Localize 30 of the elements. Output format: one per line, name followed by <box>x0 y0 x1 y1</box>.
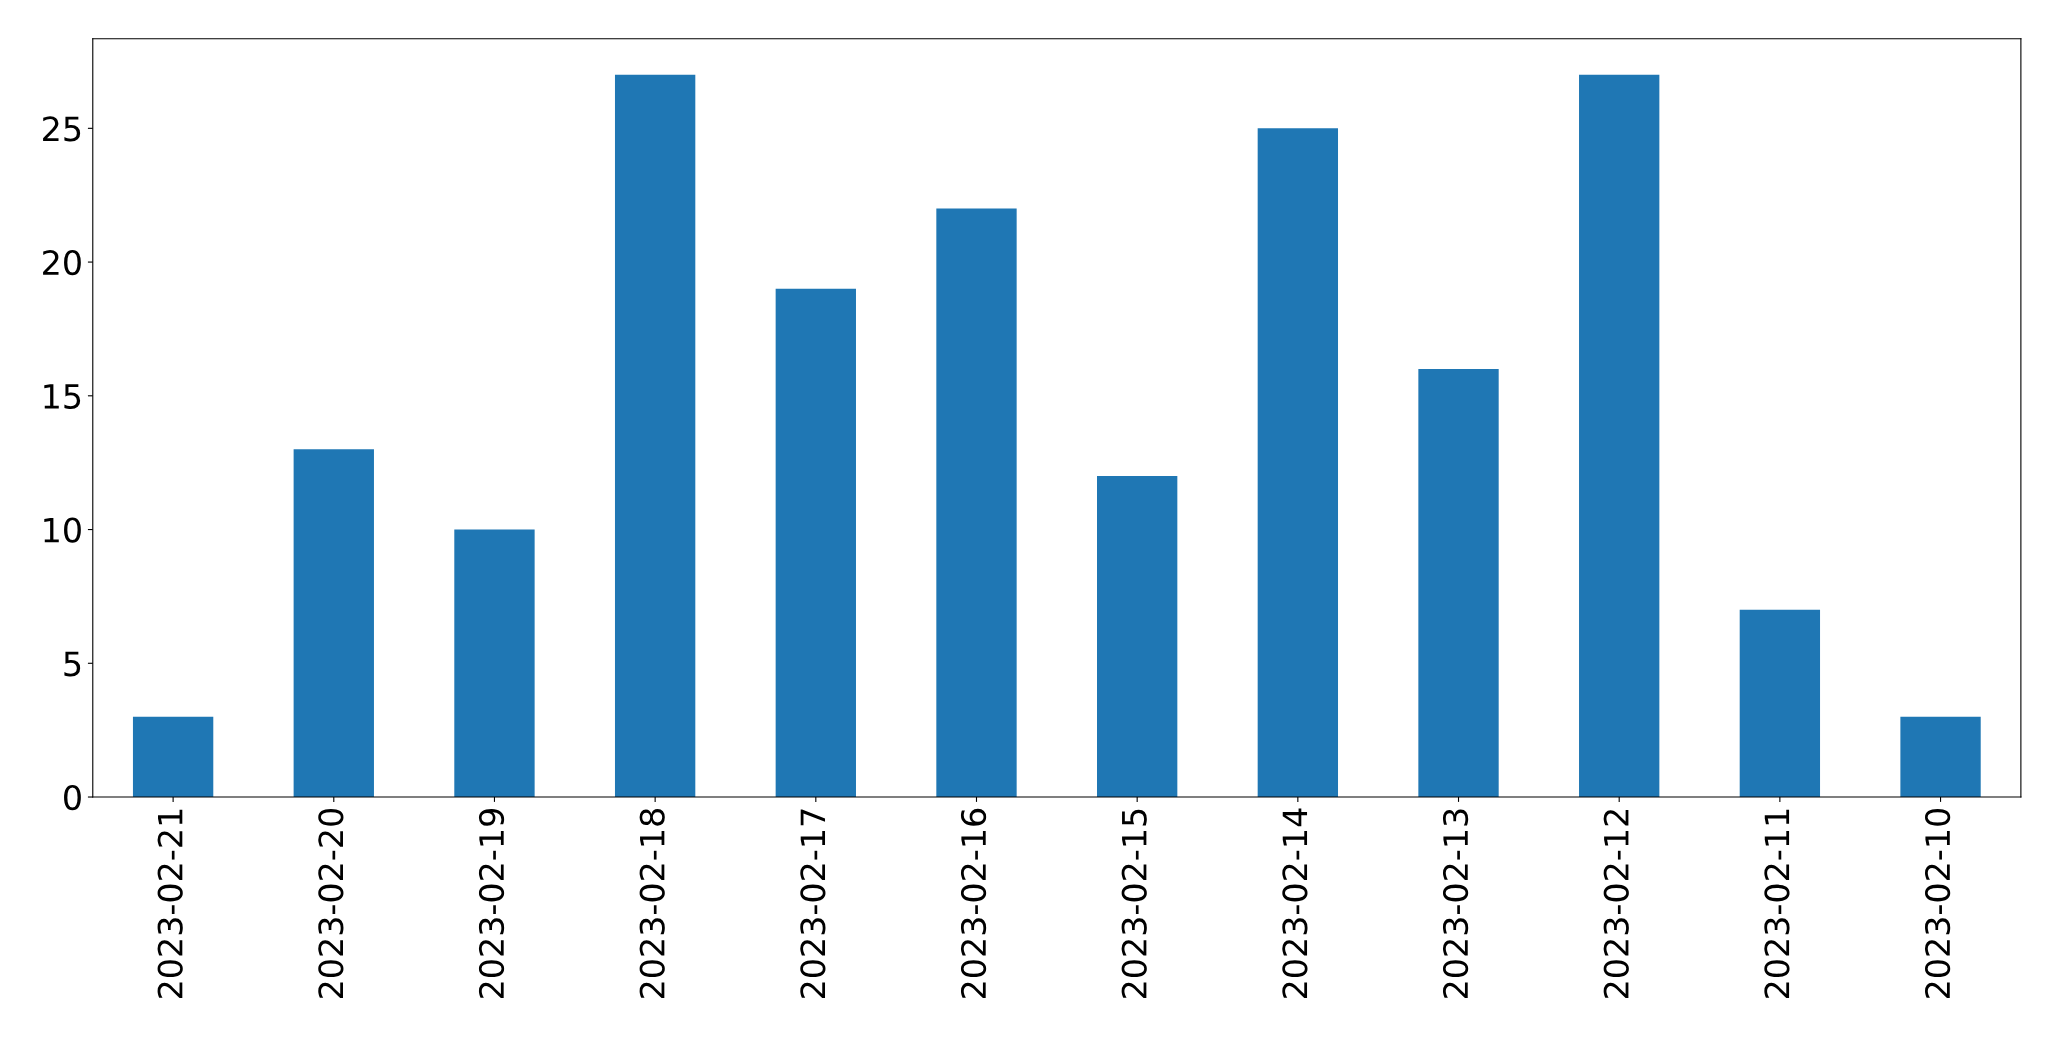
bar <box>454 529 535 798</box>
y-tick-label: 5 <box>64 651 81 677</box>
x-tick-label: 2023-02-12 <box>1603 810 1629 999</box>
bar <box>1418 369 1499 798</box>
bar <box>1097 476 1178 798</box>
bar <box>936 208 1017 798</box>
y-tick-label: 20 <box>43 249 81 276</box>
x-tick-label: 2023-02-10 <box>1925 808 1951 999</box>
x-tick-label: 2023-02-18 <box>639 809 665 999</box>
x-tick-label: 2023-02-15 <box>1121 809 1147 999</box>
x-tick-label: 2023-02-17 <box>800 809 826 999</box>
x-tick-label: 2023-02-21 <box>157 809 183 999</box>
x-tick-label: 2023-02-11 <box>1764 809 1790 999</box>
bar <box>132 716 214 798</box>
x-tick-label: 2023-02-13 <box>1442 809 1469 999</box>
y-tick-label: 0 <box>64 784 81 811</box>
bar <box>1257 128 1339 798</box>
y-tick-label: 10 <box>44 517 81 543</box>
y-tick-label: 25 <box>43 116 81 142</box>
bar <box>1900 716 1981 798</box>
x-tick-label: 2023-02-20 <box>318 808 344 999</box>
x-tick-label: 2023-02-14 <box>1282 808 1308 999</box>
bar <box>1739 609 1821 798</box>
bar <box>775 288 856 798</box>
bar <box>1579 74 1660 798</box>
bar <box>293 449 374 798</box>
x-tick-label: 2023-02-19 <box>478 809 505 999</box>
x-tick-label: 2023-02-16 <box>960 808 987 999</box>
y-tick-label: 15 <box>44 384 81 409</box>
bar <box>614 74 696 798</box>
